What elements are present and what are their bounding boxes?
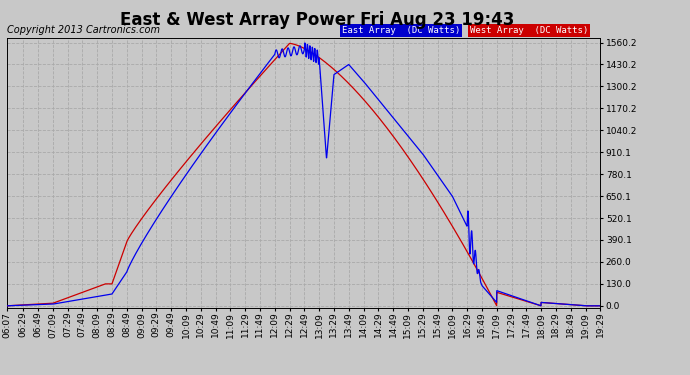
Text: East Array  (DC Watts): East Array (DC Watts) <box>342 26 460 35</box>
Text: East & West Array Power Fri Aug 23 19:43: East & West Array Power Fri Aug 23 19:43 <box>120 11 515 29</box>
Text: West Array  (DC Watts): West Array (DC Watts) <box>470 26 588 35</box>
Text: Copyright 2013 Cartronics.com: Copyright 2013 Cartronics.com <box>7 25 160 35</box>
